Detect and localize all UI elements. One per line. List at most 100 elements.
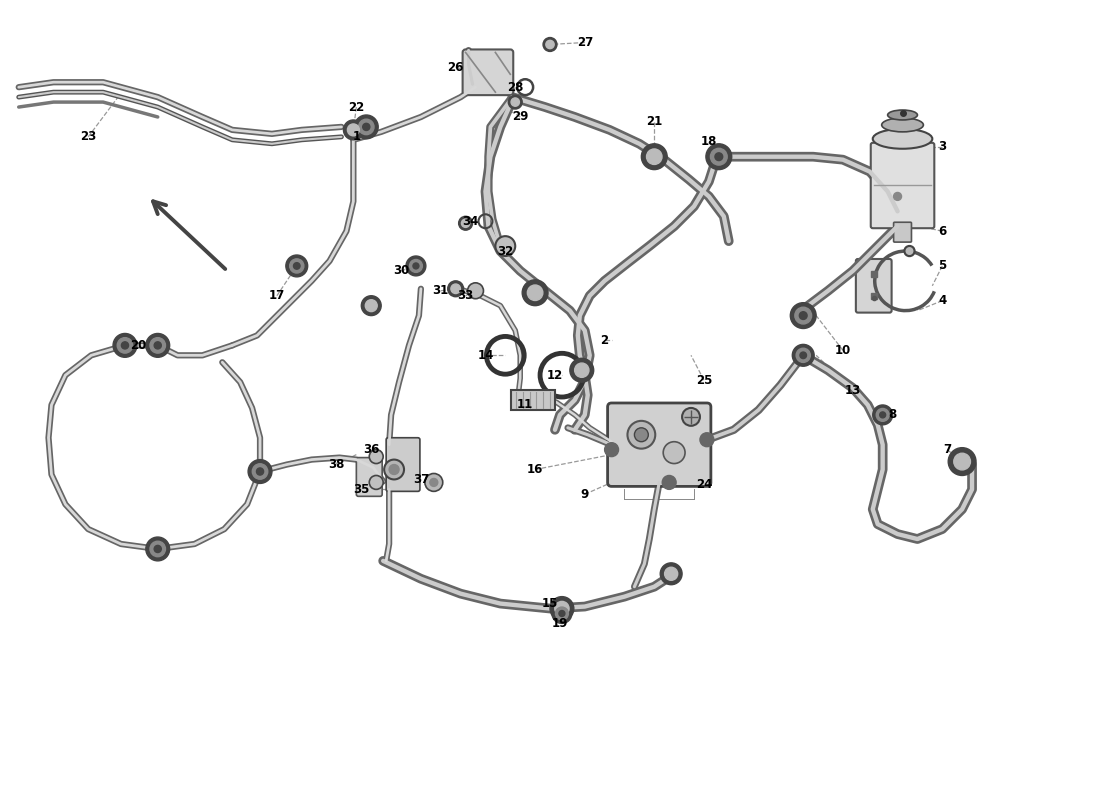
Text: 32: 32	[497, 245, 514, 258]
FancyBboxPatch shape	[386, 438, 420, 491]
Circle shape	[880, 412, 886, 418]
Circle shape	[508, 95, 522, 109]
Circle shape	[522, 280, 548, 306]
Circle shape	[627, 421, 656, 449]
Circle shape	[448, 281, 463, 297]
Circle shape	[430, 478, 438, 486]
Text: 19: 19	[552, 617, 568, 630]
Circle shape	[635, 428, 648, 442]
Circle shape	[872, 405, 892, 425]
Circle shape	[451, 284, 461, 294]
Text: 10: 10	[835, 344, 851, 357]
Text: 2: 2	[601, 334, 608, 347]
FancyBboxPatch shape	[856, 259, 892, 313]
Circle shape	[461, 219, 470, 227]
Circle shape	[700, 433, 714, 446]
Circle shape	[363, 123, 370, 130]
Circle shape	[800, 312, 807, 319]
Circle shape	[893, 193, 902, 200]
Circle shape	[412, 263, 419, 269]
Ellipse shape	[888, 110, 917, 120]
Circle shape	[154, 546, 162, 553]
Circle shape	[359, 119, 374, 134]
Circle shape	[527, 285, 542, 301]
Bar	[512, 390, 556, 410]
Circle shape	[546, 40, 554, 49]
Circle shape	[792, 344, 814, 366]
Text: 35: 35	[353, 483, 370, 496]
Text: 4: 4	[938, 294, 946, 307]
Circle shape	[249, 459, 272, 483]
Circle shape	[154, 342, 162, 349]
Circle shape	[286, 255, 308, 277]
Text: 30: 30	[393, 265, 409, 278]
FancyBboxPatch shape	[607, 403, 711, 486]
Circle shape	[121, 342, 129, 349]
Circle shape	[664, 567, 678, 580]
Circle shape	[904, 246, 915, 257]
Text: 31: 31	[432, 284, 449, 298]
Text: 38: 38	[328, 458, 344, 471]
Circle shape	[796, 348, 811, 362]
Circle shape	[512, 98, 519, 106]
Circle shape	[343, 120, 363, 140]
Circle shape	[294, 262, 300, 270]
Circle shape	[146, 334, 169, 358]
Circle shape	[715, 153, 723, 161]
Text: 33: 33	[458, 290, 474, 302]
Text: 13: 13	[845, 383, 861, 397]
Text: 14: 14	[477, 349, 494, 362]
Text: 9: 9	[581, 488, 589, 501]
Circle shape	[370, 475, 383, 490]
Text: 11: 11	[517, 398, 534, 411]
Circle shape	[574, 363, 589, 378]
Circle shape	[459, 216, 473, 230]
Text: 24: 24	[695, 478, 712, 491]
Text: 27: 27	[576, 36, 593, 49]
Circle shape	[370, 450, 383, 463]
Circle shape	[550, 597, 574, 621]
Text: 17: 17	[268, 290, 285, 302]
Circle shape	[948, 448, 976, 475]
Circle shape	[660, 563, 682, 585]
Circle shape	[406, 256, 426, 276]
FancyBboxPatch shape	[871, 142, 934, 228]
Circle shape	[150, 542, 165, 557]
FancyBboxPatch shape	[356, 458, 382, 496]
Circle shape	[289, 259, 304, 273]
Text: 18: 18	[701, 135, 717, 148]
Circle shape	[706, 144, 732, 170]
Circle shape	[647, 149, 662, 165]
Text: 1: 1	[352, 130, 361, 143]
Circle shape	[425, 474, 442, 491]
Circle shape	[605, 442, 618, 457]
Text: 15: 15	[542, 597, 558, 610]
Text: 28: 28	[507, 81, 524, 94]
Circle shape	[384, 459, 404, 479]
Text: 29: 29	[512, 110, 528, 123]
Circle shape	[495, 236, 515, 256]
Circle shape	[554, 602, 569, 616]
Circle shape	[118, 338, 133, 353]
Text: 12: 12	[547, 369, 563, 382]
Text: 22: 22	[349, 101, 364, 114]
Circle shape	[877, 409, 889, 422]
Circle shape	[663, 442, 685, 463]
Text: 20: 20	[130, 339, 146, 352]
Ellipse shape	[872, 129, 933, 149]
Text: 5: 5	[938, 259, 946, 273]
Circle shape	[543, 38, 557, 51]
Circle shape	[711, 148, 727, 165]
Text: 36: 36	[363, 443, 379, 456]
FancyBboxPatch shape	[893, 222, 912, 242]
Text: 21: 21	[646, 115, 662, 129]
Text: 34: 34	[462, 214, 478, 228]
Circle shape	[556, 607, 569, 620]
Ellipse shape	[882, 118, 923, 132]
Circle shape	[409, 259, 422, 272]
Circle shape	[365, 300, 377, 312]
Circle shape	[113, 334, 136, 358]
Circle shape	[146, 537, 169, 561]
FancyBboxPatch shape	[463, 50, 514, 95]
Text: 3: 3	[938, 140, 946, 154]
